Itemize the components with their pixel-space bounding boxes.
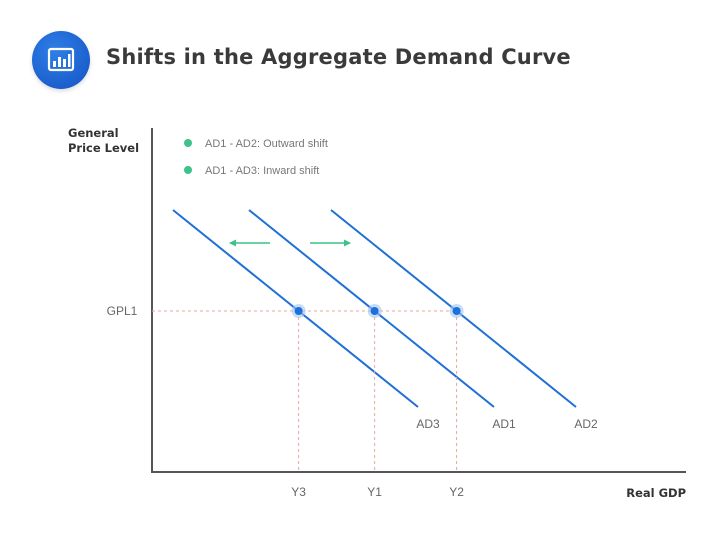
legend-dot [184, 139, 192, 147]
inward-arrow [229, 239, 270, 247]
outward-arrow [310, 239, 351, 247]
ad2-label: AD2 [574, 417, 598, 431]
ad2-output-label: Y2 [449, 485, 464, 499]
legend-item-inward: AD1 - AD3: Inward shift [205, 165, 319, 177]
bar-chart-icon [32, 31, 90, 89]
x-axis-label: Real GDP [626, 486, 686, 500]
legend-dot [184, 166, 192, 174]
ad3-output-label: Y3 [291, 485, 306, 499]
ad1-equilibrium-point [370, 307, 379, 315]
ad1-output-label: Y1 [367, 485, 382, 499]
ad2-equilibrium-point [452, 307, 461, 315]
ad1-label: AD1 [492, 417, 516, 431]
gpl1-label: GPL1 [107, 304, 138, 318]
legend-item-outward: AD1 - AD2: Outward shift [205, 138, 328, 150]
ad3-label: AD3 [416, 417, 440, 431]
y-axis-label-1: General [68, 126, 119, 140]
page-title: Shifts in the Aggregate Demand Curve [106, 45, 571, 69]
ad3-equilibrium-point [294, 307, 303, 315]
y-axis-label-2: Price Level [68, 141, 139, 155]
